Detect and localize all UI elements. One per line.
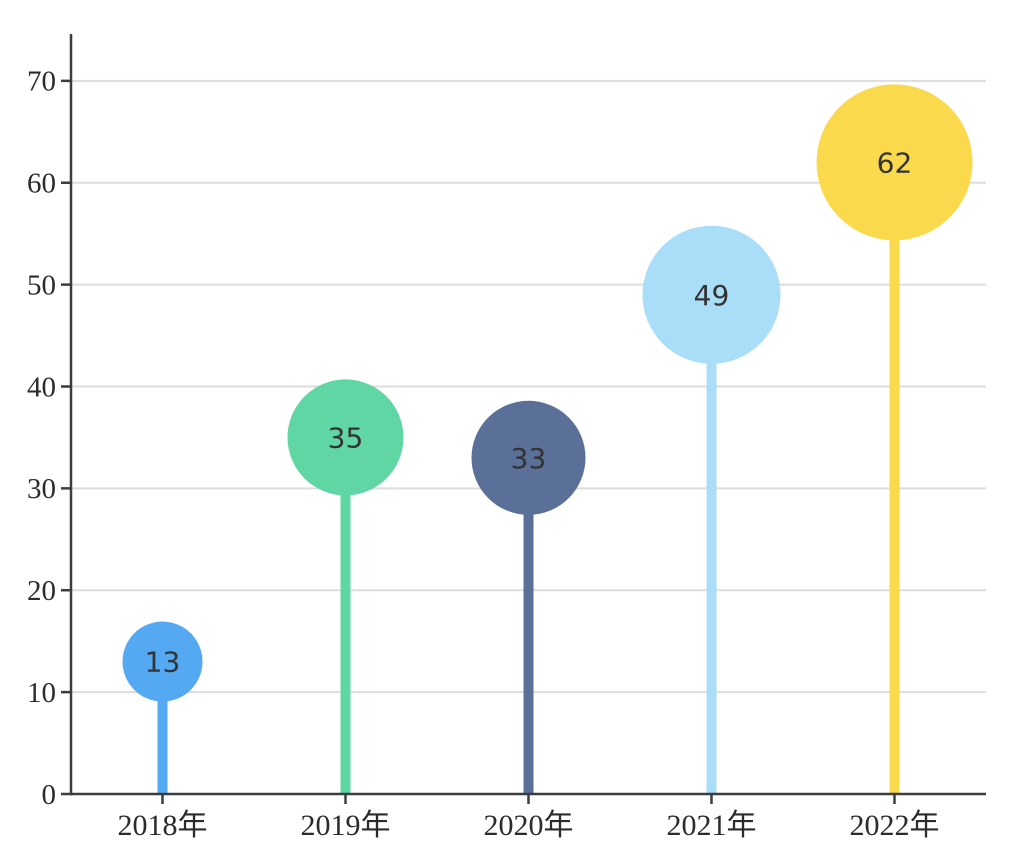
bubble-value-label: 62: [877, 146, 913, 179]
bubble-value-label: 35: [328, 422, 364, 455]
lollipop-stem: [706, 294, 717, 794]
y-tick-label: 70: [27, 66, 56, 98]
lollipop-2021年: 49: [642, 225, 781, 794]
bubble-value-label: 33: [511, 442, 547, 475]
lollipop-stem: [889, 162, 900, 794]
lollipop-2018年: 13: [122, 621, 203, 794]
lollipop-bubble: [287, 379, 404, 496]
y-tick-label: 50: [27, 269, 56, 301]
bubble-value-label: 13: [145, 646, 181, 679]
lollipop-bubble: [122, 621, 203, 702]
x-tick-label: 2020年: [484, 809, 574, 842]
lollipop-bubble: [816, 84, 973, 241]
bubble-value-label: 49: [694, 279, 730, 312]
lollipop-2020年: 33: [471, 400, 586, 794]
y-tick-label: 0: [42, 779, 57, 811]
lollipop-bubble: [471, 400, 586, 515]
y-tick-label: 30: [27, 473, 56, 505]
lollipop-2022年: 62: [816, 84, 973, 794]
y-tick-label: 10: [27, 677, 56, 709]
x-tick-label: 2021年: [667, 809, 757, 842]
x-tick-label: 2018年: [118, 809, 208, 842]
x-tick-label: 2022年: [850, 809, 940, 842]
y-tick-label: 60: [27, 168, 56, 200]
lollipop-bubble: [642, 225, 781, 364]
lollipop-stem: [523, 457, 534, 794]
y-tick-label: 20: [27, 575, 56, 607]
lollipop-2019年: 35: [287, 379, 404, 794]
lollipop-stem: [157, 661, 168, 794]
lollipop-stem: [340, 437, 351, 794]
x-tick-label: 2019年: [301, 809, 391, 842]
y-tick-label: 40: [27, 371, 56, 403]
